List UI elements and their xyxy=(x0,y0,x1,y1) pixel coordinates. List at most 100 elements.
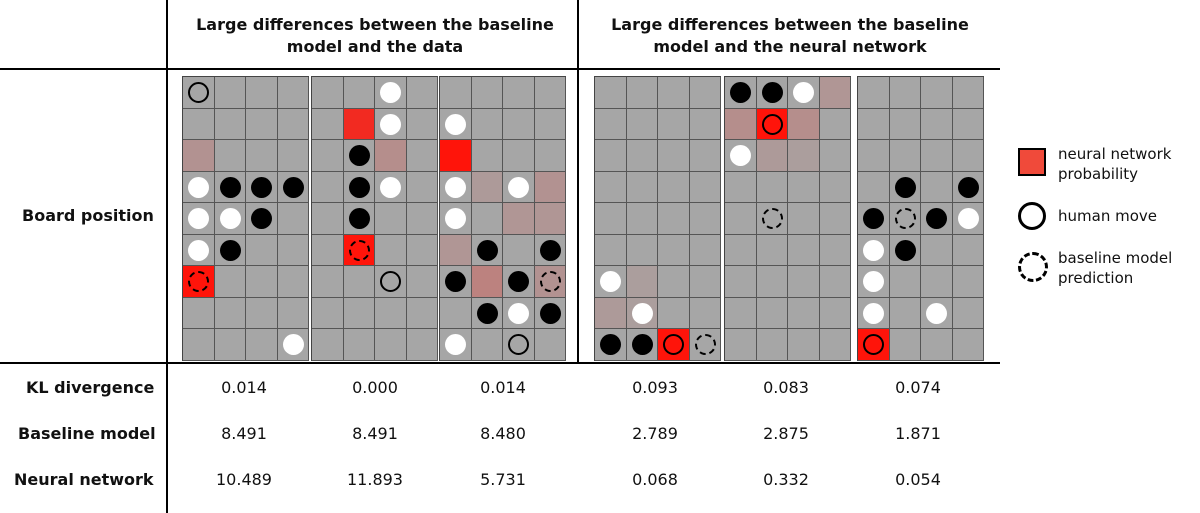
board-cell xyxy=(819,329,851,361)
board-cell xyxy=(725,140,757,172)
board-cell xyxy=(312,108,344,140)
board-cell xyxy=(277,77,309,109)
board-cell xyxy=(343,329,375,361)
white-stone xyxy=(380,176,402,198)
board-cell xyxy=(788,297,820,329)
board-cell xyxy=(312,203,344,235)
black-stone xyxy=(348,145,370,167)
column-divider-middle xyxy=(577,0,579,363)
board-cell xyxy=(246,140,278,172)
board-cell xyxy=(214,77,246,109)
board-cell xyxy=(952,234,984,266)
board-cell xyxy=(858,203,890,235)
board-cell xyxy=(626,77,658,109)
board-cell xyxy=(858,108,890,140)
board-cell xyxy=(277,171,309,203)
white-stone xyxy=(793,82,815,104)
board-6 xyxy=(857,76,984,361)
white-stone xyxy=(445,208,467,230)
baseline-prediction-marker xyxy=(348,239,370,261)
white-stone xyxy=(508,176,530,198)
board-cell xyxy=(889,203,921,235)
board-cell xyxy=(312,140,344,172)
board-cell xyxy=(595,140,627,172)
probability-cell xyxy=(756,140,788,172)
black-stone xyxy=(730,82,752,104)
board-cell xyxy=(756,329,788,361)
white-stone xyxy=(863,239,885,261)
board-cell xyxy=(756,297,788,329)
board-cell xyxy=(889,234,921,266)
board-cell xyxy=(889,329,921,361)
board-cell xyxy=(921,234,953,266)
board-cell xyxy=(756,171,788,203)
board-cell xyxy=(471,108,503,140)
board-cell xyxy=(626,140,658,172)
white-stone xyxy=(926,302,948,324)
header-group-1: Large differences between the baseline m… xyxy=(196,15,554,56)
probability-cell xyxy=(595,297,627,329)
board-cell xyxy=(626,108,658,140)
board-cell xyxy=(503,266,535,298)
board-1 xyxy=(182,76,309,361)
human-move-marker xyxy=(663,334,685,356)
nn-value: 0.068 xyxy=(632,470,678,489)
board-cell xyxy=(503,140,535,172)
white-stone xyxy=(631,302,653,324)
nn-value: 10.489 xyxy=(216,470,272,489)
board-cell xyxy=(819,297,851,329)
kl-value: 0.093 xyxy=(632,378,678,397)
legend-nn-probability-label: neural network probability xyxy=(1058,145,1172,183)
black-stone xyxy=(251,208,273,230)
board-cell xyxy=(819,140,851,172)
board-cell xyxy=(921,171,953,203)
board-cell xyxy=(246,77,278,109)
board-cell xyxy=(183,329,215,361)
white-stone xyxy=(380,82,402,104)
board-cell xyxy=(858,140,890,172)
board-cell xyxy=(503,108,535,140)
board-cell xyxy=(503,329,535,361)
kl-value: 0.074 xyxy=(895,378,941,397)
board-cell xyxy=(183,171,215,203)
board-cell xyxy=(312,171,344,203)
board-cell xyxy=(471,329,503,361)
board-cell xyxy=(214,329,246,361)
board-cell xyxy=(658,171,690,203)
black-stone xyxy=(282,176,304,198)
board-cell xyxy=(858,297,890,329)
column-divider-left xyxy=(166,0,168,513)
row-label-kl: KL divergence xyxy=(26,378,155,397)
board-cell xyxy=(183,297,215,329)
legend-baseline-prediction-label: baseline model prediction xyxy=(1058,249,1173,287)
board-cell xyxy=(658,297,690,329)
board-cell xyxy=(889,266,921,298)
board-cell xyxy=(689,234,721,266)
board-2 xyxy=(311,76,438,361)
legend-human-move-icon xyxy=(1018,202,1046,230)
white-stone xyxy=(957,208,979,230)
board-cell xyxy=(534,297,566,329)
board-cell xyxy=(725,234,757,266)
legend-baseline-prediction-icon xyxy=(1018,252,1048,282)
header-group-2: Large differences between the baseline m… xyxy=(611,15,969,56)
board-cell xyxy=(595,266,627,298)
board-cell xyxy=(375,329,407,361)
board-cell xyxy=(858,234,890,266)
probability-cell xyxy=(788,108,820,140)
human-move-marker xyxy=(508,334,530,356)
nn-value: 11.893 xyxy=(347,470,403,489)
row-label-board: Board position xyxy=(22,206,154,225)
board-cell xyxy=(183,108,215,140)
black-stone xyxy=(894,176,916,198)
board-cell xyxy=(921,297,953,329)
black-stone xyxy=(219,239,241,261)
board-cell xyxy=(246,234,278,266)
board-cell xyxy=(819,108,851,140)
board-cell xyxy=(595,171,627,203)
board-cell xyxy=(952,329,984,361)
legend-human-move-label: human move xyxy=(1058,207,1157,225)
white-stone xyxy=(445,176,467,198)
board-cell xyxy=(921,77,953,109)
board-cell xyxy=(440,77,472,109)
